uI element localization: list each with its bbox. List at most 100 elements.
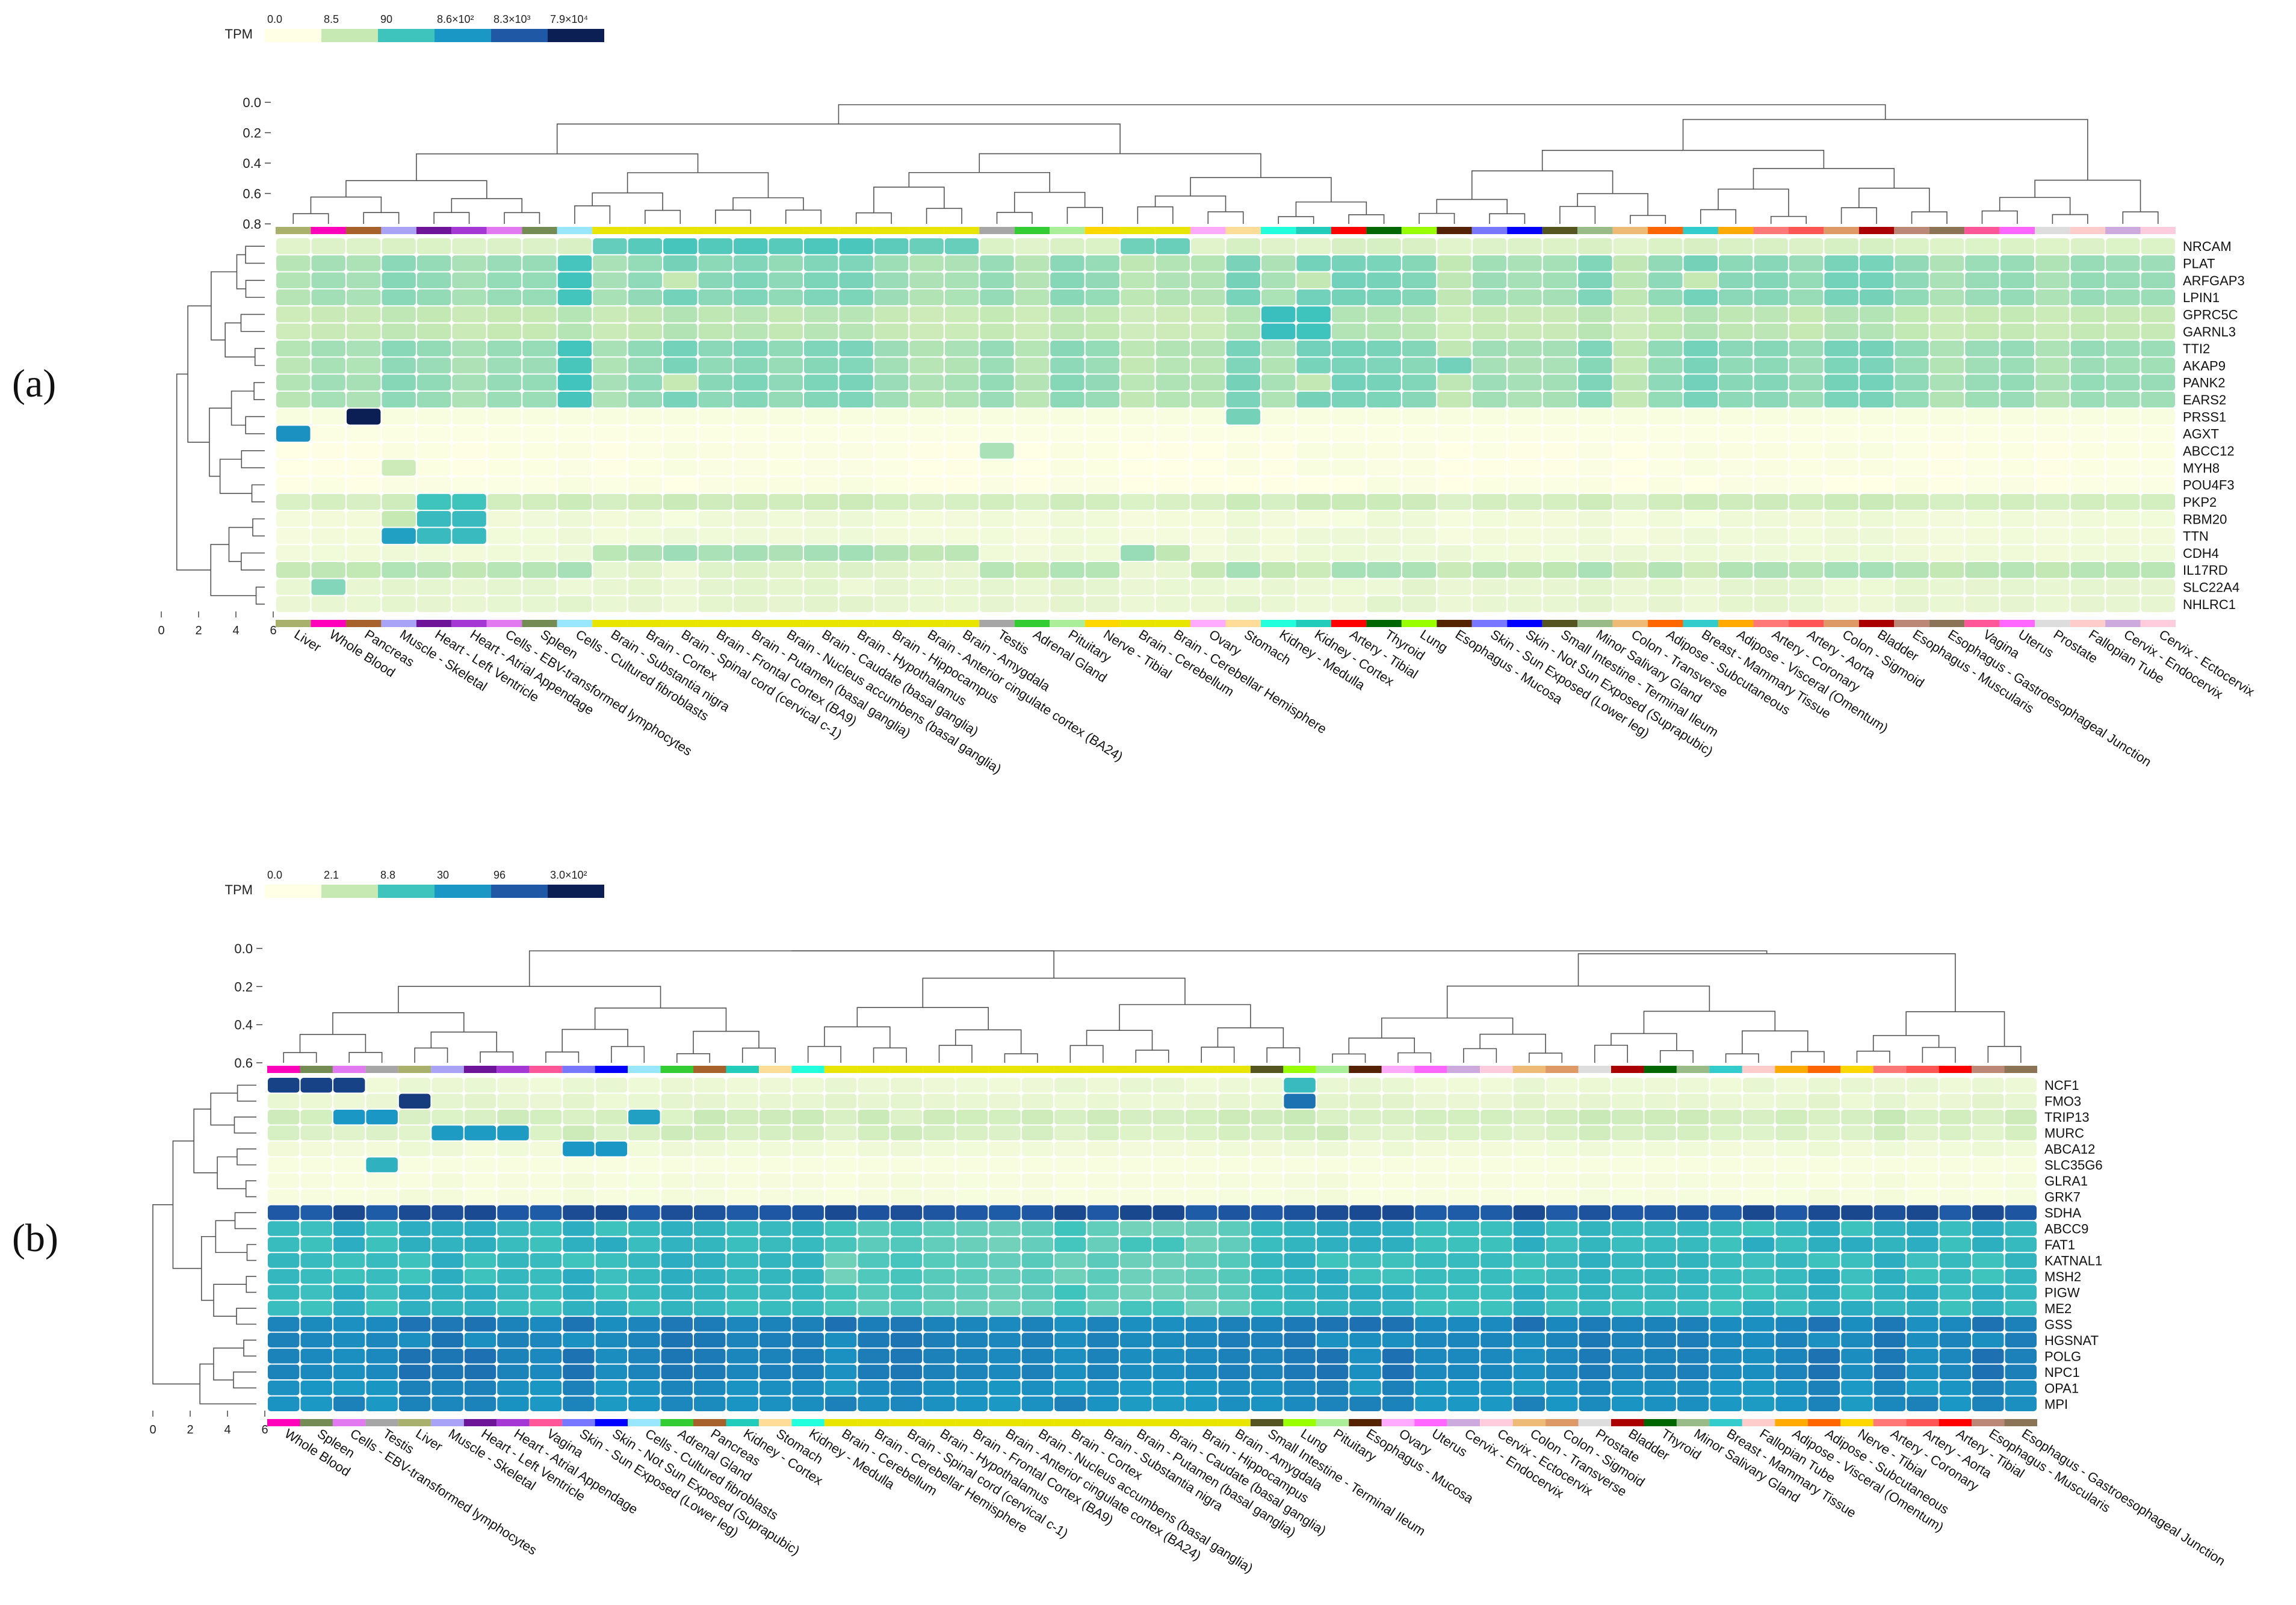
dendrogram-branch xyxy=(594,1007,727,1031)
cell-opa1-cervix-endocervix xyxy=(1447,1381,1480,1396)
cell-rbm20-small-intestine-terminal-ileum xyxy=(1543,511,1577,527)
cell-katnal1-brain-caudate-basal-ganglia xyxy=(1153,1253,1184,1268)
cell-abca12-stomach xyxy=(759,1141,791,1157)
cell-pank2-ovary xyxy=(1191,374,1225,391)
cell-prss1-liver xyxy=(276,409,311,425)
cell-abcc12-cervix-ectocervix xyxy=(2141,442,2175,459)
cell-prss1-minor-salivary-gland xyxy=(1578,409,1612,425)
cell-akap9-lung xyxy=(1402,357,1437,374)
cell-pigw-colon-transverse xyxy=(1513,1285,1546,1300)
cell-pigw-artery-coronary xyxy=(1874,1285,1906,1300)
cell-pigw-small-intestine-terminal-ileum xyxy=(1251,1285,1283,1300)
cell-gss-brain-hippocampus xyxy=(1185,1317,1218,1332)
cell-mpi-adipose-visceral-omentum xyxy=(1775,1396,1807,1411)
cell-polg-colon-transverse xyxy=(1513,1349,1546,1364)
tissue-color-brain-spinal-cord-cervical-c-1 xyxy=(663,620,698,627)
cell-garnl3-skin-sun-exposed-lower-leg xyxy=(1472,323,1507,339)
cell-pkp2-heart-atrial-appendage xyxy=(452,493,486,510)
cell-arfgap3-liver xyxy=(276,272,311,288)
cell-prss1-colon-sigmoid xyxy=(1824,409,1858,425)
cell-akap9-brain-cerebellar-hemisphere xyxy=(1156,357,1190,374)
cell-glra1-kidney-cortex xyxy=(726,1173,758,1189)
cell-slc22a4-lung xyxy=(1402,579,1437,595)
cell-abcc12-cervix-endocervix xyxy=(2106,442,2140,459)
dendrogram-branch xyxy=(1529,1053,1563,1063)
dendrogram-branch xyxy=(1479,1033,1546,1053)
cell-pigw-esophagus-mucosa xyxy=(1349,1285,1381,1300)
cell-tti2-cells-cultured-fibroblasts xyxy=(557,340,592,357)
cell-agxt-adrenal-gland xyxy=(1015,425,1050,442)
cell-ears2-brain-hypothalamus xyxy=(839,391,873,408)
cell-garnl3-colon-sigmoid xyxy=(1824,323,1858,339)
cell-abcc12-brain-cerebellum xyxy=(1121,442,1155,459)
cell-abcc9-cells-cultured-fibroblasts xyxy=(628,1221,660,1236)
cell-lpin1-adrenal-gland xyxy=(1015,289,1050,306)
cell-plat-esophagus-gastroesophageal-junction xyxy=(1929,255,1964,271)
cell-opa1-whole-blood xyxy=(268,1381,300,1396)
tissue-color-brain-nucleus-accumbens-basal-ganglia xyxy=(1021,1419,1054,1426)
cell-murc-esophagus-muscularis xyxy=(1972,1125,2004,1140)
tissue-color-brain-frontal-cortex-ba9 xyxy=(955,1066,989,1073)
cell-abca12-heart-atrial-appendage xyxy=(497,1141,529,1157)
cell-il17rd-muscle-skeletal xyxy=(382,562,416,578)
cell-nhlrc1-brain-amygdala xyxy=(944,596,979,612)
cell-gss-brain-caudate-basal-ganglia xyxy=(1153,1317,1184,1332)
cell-npc1-skin-sun-exposed-lower-leg xyxy=(563,1364,595,1380)
tissue-color-artery-coronary xyxy=(1753,227,1789,234)
cell-myh8-lung xyxy=(1402,460,1437,476)
cell-slc35g6-fallopian-tube xyxy=(1742,1157,1775,1172)
cell-npc1-artery-coronary xyxy=(1874,1364,1906,1380)
dendrogram-branch xyxy=(451,198,523,213)
cell-nrcam-brain-anterior-cingulate-cortex-ba24 xyxy=(909,238,944,255)
cell-polg-cells-ebv-transformed-lymphocytes xyxy=(333,1349,365,1364)
cell-slc35g6-heart-left-ventricle xyxy=(464,1157,497,1172)
cell-nhlrc1-artery-aorta xyxy=(1789,596,1824,612)
cell-akap9-artery-coronary xyxy=(1754,357,1788,374)
cell-abcc12-uterus xyxy=(2000,442,2035,459)
tissue-color-artery-coronary xyxy=(1753,620,1789,627)
cell-pkp2-brain-amygdala xyxy=(944,493,979,510)
cell-glra1-brain-amygdala xyxy=(1218,1173,1250,1189)
cell-gss-heart-left-ventricle xyxy=(464,1317,497,1332)
cell-fat1-skin-not-sun-exposed-suprapubic xyxy=(595,1237,628,1252)
cell-trip13-adrenal-gland xyxy=(661,1109,693,1125)
cell-cdh4-vagina xyxy=(1965,545,1999,561)
cell-mpi-kidney-cortex xyxy=(726,1396,758,1411)
cell-abcc12-artery-coronary xyxy=(1754,442,1788,459)
cell-il17rd-heart-left-ventricle xyxy=(416,562,451,578)
cell-me2-esophagus-mucosa xyxy=(1349,1300,1381,1316)
cell-myh8-brain-putamen-basal-ganglia xyxy=(734,460,768,476)
cell-ncf1-heart-atrial-appendage xyxy=(497,1078,529,1093)
cell-mpi-artery-aorta xyxy=(1907,1396,1939,1411)
gene-label-pkp2: PKP2 xyxy=(2183,495,2217,510)
cell-pou4f3-brain-cerebellar-hemisphere xyxy=(1156,477,1190,493)
tissue-color-spleen xyxy=(300,1066,333,1073)
cell-nrcam-adrenal-gland xyxy=(1015,238,1050,255)
tissue-color-fallopian-tube xyxy=(2070,227,2106,234)
cell-mpi-brain-substantia-nigra xyxy=(1087,1396,1119,1411)
cell-ears2-small-intestine-terminal-ileum xyxy=(1543,391,1577,408)
cell-ttn-cells-ebv-transformed-lymphocytes xyxy=(487,528,522,544)
cell-pigw-kidney-medulla xyxy=(792,1285,824,1300)
cell-pigw-heart-left-ventricle xyxy=(464,1285,497,1300)
tissue-color-heart-left-ventricle xyxy=(416,620,452,627)
cell-npc1-brain-hypothalamus xyxy=(923,1364,955,1380)
cell-cdh4-fallopian-tube xyxy=(2070,545,2105,561)
cell-abcc9-heart-atrial-appendage xyxy=(497,1221,529,1236)
cell-tti2-heart-atrial-appendage xyxy=(452,340,486,357)
cell-abca12-esophagus-mucosa xyxy=(1349,1141,1381,1157)
cell-katnal1-brain-cerebellar-hemisphere xyxy=(858,1253,890,1268)
cell-il17rd-vagina xyxy=(1965,562,1999,578)
dendrogram-branch xyxy=(1295,201,1367,217)
cell-cdh4-cells-ebv-transformed-lymphocytes xyxy=(487,545,522,561)
cell-myh8-kidney-cortex xyxy=(1296,460,1331,476)
cell-pank2-brain-caudate-basal-ganglia xyxy=(803,374,838,391)
cell-abca12-esophagus-muscularis xyxy=(1972,1141,2004,1157)
cell-agxt-breast-mammary-tissue xyxy=(1683,425,1718,442)
tissue-color-prostate xyxy=(2035,620,2070,627)
cell-me2-minor-salivary-gland xyxy=(1677,1300,1709,1316)
cell-abcc9-artery-coronary xyxy=(1874,1221,1906,1236)
cell-slc22a4-testis xyxy=(980,579,1014,595)
cell-lpin1-prostate xyxy=(2035,289,2070,306)
cell-akap9-testis xyxy=(980,357,1014,374)
